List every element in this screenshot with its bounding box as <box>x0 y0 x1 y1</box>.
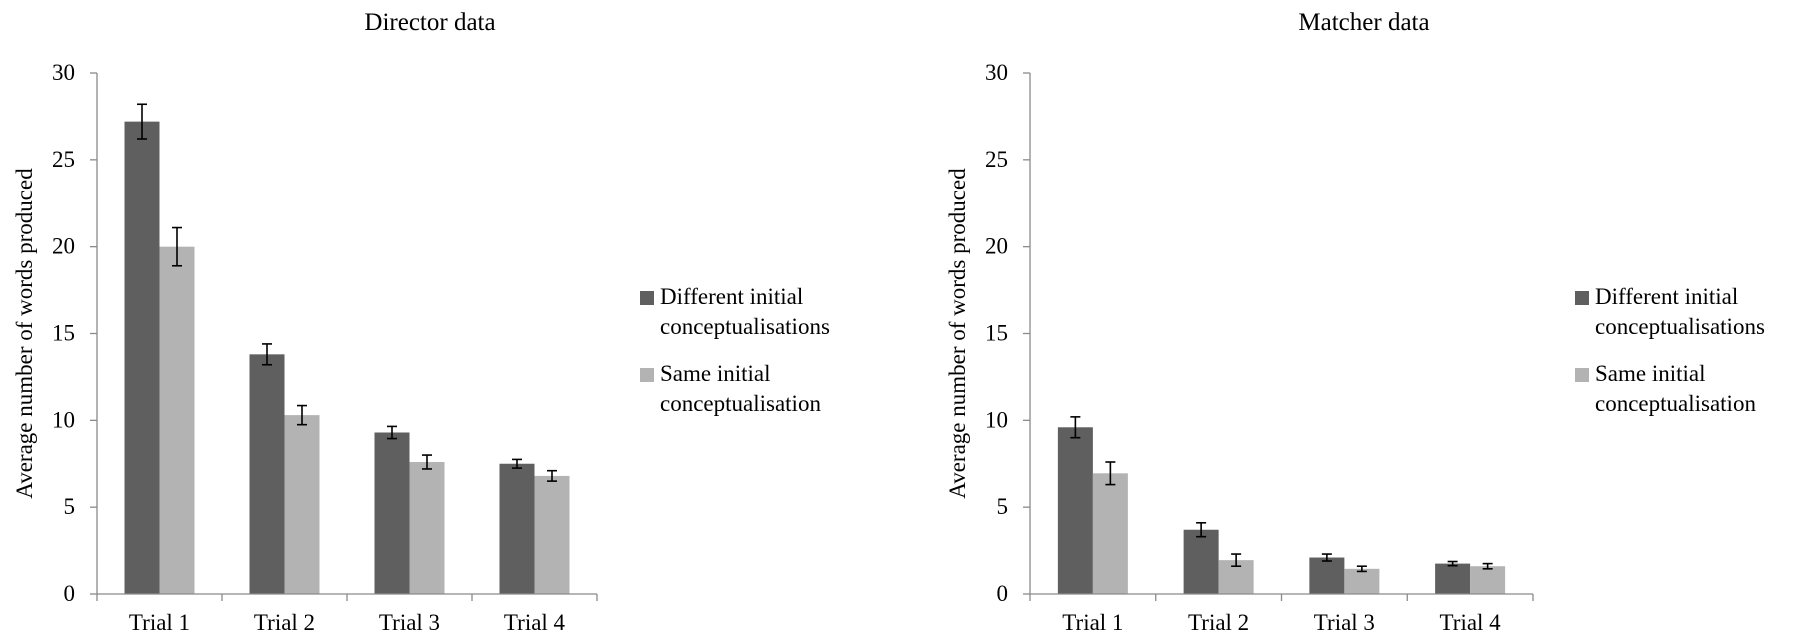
legend-swatch <box>1575 291 1589 305</box>
bar-different-2 <box>249 354 285 594</box>
y-tick-label: 30 <box>52 60 75 85</box>
bar-same-1 <box>159 246 195 594</box>
y-axis-label: Average number of words produced <box>12 168 37 499</box>
x-tick-label: Trial 2 <box>1188 610 1249 635</box>
error-bar <box>172 226 182 267</box>
director-chart: Director data Average number of words pro… <box>12 9 830 635</box>
legend-swatch <box>640 291 654 305</box>
chart-title: Director data <box>364 9 495 36</box>
matcher-chart: Matcher data Average number of words prod… <box>945 9 1765 635</box>
y-tick-label: 5 <box>64 494 76 519</box>
x-tick-label: Trial 3 <box>379 610 440 635</box>
bar-different-1 <box>1057 427 1093 594</box>
bar-different-4 <box>499 463 535 594</box>
y-tick-label: 0 <box>997 581 1009 606</box>
error-bar <box>1105 461 1116 486</box>
bar-same-3 <box>409 462 445 594</box>
y-tick-label: 10 <box>985 407 1008 432</box>
error-bar <box>547 469 557 482</box>
y-tick-label: 30 <box>985 60 1008 85</box>
bar-same-2 <box>284 415 320 594</box>
error-bar <box>1070 416 1081 439</box>
y-tick-label: 0 <box>64 581 76 606</box>
legend-swatch <box>640 368 654 382</box>
y-tick-label: 5 <box>997 494 1009 519</box>
x-tick-label: Trial 2 <box>254 610 315 635</box>
legend-label: Different initial <box>660 284 803 309</box>
legend-label: Different initial <box>1595 284 1738 309</box>
legend-label: Same initial <box>660 361 771 386</box>
y-tick-label: 25 <box>52 147 75 172</box>
error-bar <box>1447 560 1458 567</box>
bar-different-2 <box>1183 529 1219 594</box>
error-bar <box>387 425 397 440</box>
error-bar <box>1196 521 1207 538</box>
x-tick-label: Trial 1 <box>1062 610 1123 635</box>
legend-label: conceptualisation <box>1595 391 1756 416</box>
legend-label: Same initial <box>1595 361 1706 386</box>
y-tick-label: 10 <box>52 407 75 432</box>
error-bar <box>1356 565 1367 573</box>
legend-label: conceptualisation <box>660 391 821 416</box>
bar-different-4 <box>1435 563 1471 594</box>
error-bar <box>1482 562 1493 570</box>
bar-different-3 <box>374 432 410 594</box>
error-bar <box>137 103 147 140</box>
legend-label: conceptualisations <box>1595 314 1765 339</box>
bar-same-4 <box>534 475 570 594</box>
x-tick-label: Trial 3 <box>1314 610 1375 635</box>
y-tick-label: 20 <box>985 234 1008 259</box>
error-bar <box>297 404 307 426</box>
x-tick-label: Trial 4 <box>504 610 566 635</box>
error-bar <box>422 454 432 470</box>
y-tick-label: 25 <box>985 147 1008 172</box>
chart-title: Matcher data <box>1298 9 1429 36</box>
legend-swatch <box>1575 368 1589 382</box>
legend-label: conceptualisations <box>660 314 830 339</box>
bar-same-1 <box>1092 473 1128 594</box>
y-tick-label: 20 <box>52 234 75 259</box>
bar-different-3 <box>1309 557 1345 594</box>
error-bar <box>512 458 522 469</box>
x-tick-label: Trial 1 <box>129 610 190 635</box>
y-tick-label: 15 <box>985 321 1008 346</box>
bar-different-1 <box>124 121 160 595</box>
y-axis-label: Average number of words produced <box>945 168 970 499</box>
error-bar <box>1231 553 1242 568</box>
y-tick-label: 15 <box>52 321 75 346</box>
error-bar <box>1321 553 1332 562</box>
bar-same-3 <box>1344 568 1380 594</box>
error-bar <box>262 343 272 366</box>
x-tick-label: Trial 4 <box>1440 610 1502 635</box>
bar-same-4 <box>1470 566 1506 594</box>
